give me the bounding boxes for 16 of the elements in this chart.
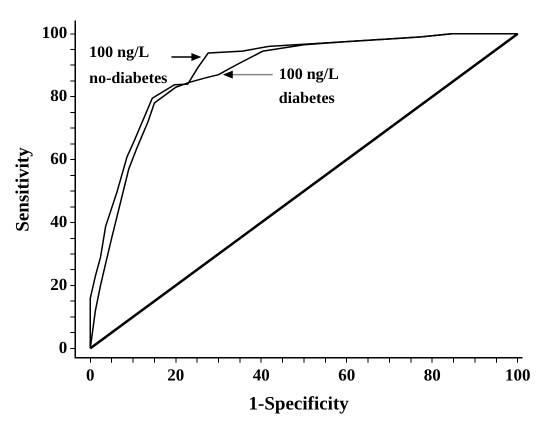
x-tick-label: 20 (167, 365, 184, 384)
annotation: 100 ng/L diabetes (278, 66, 339, 107)
y-tick-label: 60 (50, 149, 68, 168)
y-axis-title: Sensitivity (12, 146, 34, 232)
y-tick-label: 80 (50, 86, 68, 106)
x-tick-label: 60 (338, 365, 356, 384)
y-tick-label: 0 (58, 338, 68, 357)
annotation: 100 ng/L no-diabetes (89, 44, 168, 88)
y-tick-label: 100 (42, 23, 68, 42)
x-tick-label: 0 (86, 365, 95, 384)
y-tick-label: 40 (50, 212, 68, 231)
y-tick-label: 20 (50, 274, 68, 294)
x-tick-label: 100 (504, 365, 530, 384)
x-tick-label: 80 (424, 365, 441, 384)
x-axis-title: 1-Specificity (248, 394, 350, 415)
x-tick-label: 40 (252, 365, 270, 384)
